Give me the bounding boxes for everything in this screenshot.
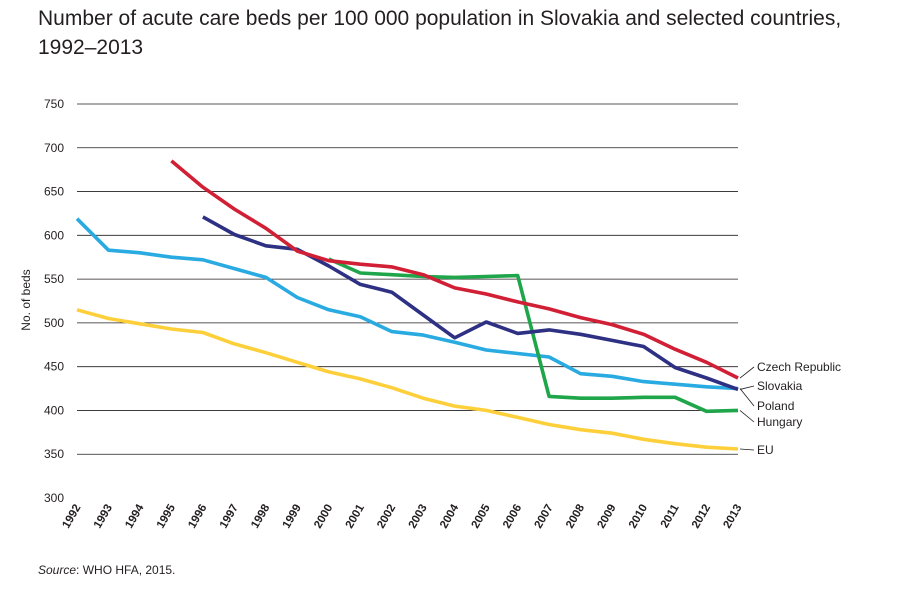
y-tick-label: 300 (44, 491, 64, 505)
series-label-eu: EU (757, 443, 774, 457)
x-tick-label: 1993 (92, 503, 115, 531)
x-axis-ticks: 1992 1993 1994 1995 1996 1997 1998 1999 2000 2001… (60, 502, 744, 531)
series-label-hungary: Hungary (757, 415, 802, 429)
y-tick-label: 600 (44, 228, 64, 242)
source-text: : WHO HFA, 2015. (76, 563, 176, 577)
x-tick-label: 2012 (690, 503, 713, 531)
y-tick-label: 700 (44, 141, 64, 155)
x-tick-label: 2006 (501, 503, 524, 531)
y-tick-label: 500 (44, 316, 64, 330)
x-tick-label: 2013 (721, 503, 744, 531)
x-tick-label: 2005 (470, 502, 493, 531)
series-label-slovakia: Slovakia (757, 379, 803, 393)
series-line-czech-republic (170, 159, 739, 380)
x-tick-label: 2011 (659, 502, 682, 530)
series-line-poland (75, 217, 739, 391)
y-axis-ticks: 300 350 400 450 500 550 600 650 700 750 (44, 97, 64, 505)
source-note: Source: WHO HFA, 2015. (38, 563, 175, 577)
y-tick-label: 750 (44, 97, 64, 111)
x-tick-label: 1992 (60, 503, 83, 531)
leader-line-eu (739, 448, 755, 451)
chart-title-line-2: 1992–2013 (38, 36, 144, 59)
x-tick-label: 1995 (155, 502, 178, 531)
x-tick-label: 1997 (218, 503, 241, 531)
x-tick-label: 1999 (281, 503, 304, 531)
y-tick-label: 450 (44, 360, 64, 374)
series-label-poland: Poland (757, 399, 794, 413)
x-tick-label: 1998 (249, 502, 272, 531)
x-tick-label: 1996 (186, 503, 209, 531)
x-tick-label: 2003 (407, 503, 430, 531)
x-tick-label: 2009 (596, 503, 619, 531)
series-labels: Czech Republic Slovakia Poland Hungary EU (739, 360, 841, 457)
source-label: Source (38, 563, 77, 577)
series-label-czech-republic: Czech Republic (757, 360, 841, 374)
gridlines (77, 103, 738, 455)
x-tick-label: 1994 (123, 502, 146, 531)
y-tick-label: 650 (44, 185, 64, 199)
y-tick-label: 350 (44, 447, 64, 461)
x-tick-label: 2000 (312, 503, 335, 531)
leader-line-poland (739, 388, 755, 407)
x-tick-label: 2002 (375, 503, 398, 531)
y-tick-label: 400 (44, 403, 64, 417)
x-tick-label: 2008 (564, 502, 587, 531)
y-axis-label: No. of beds (19, 269, 33, 330)
x-tick-label: 2010 (627, 503, 650, 531)
x-tick-label: 2004 (438, 502, 461, 531)
leader-line-hungary (739, 410, 755, 423)
leader-line-slovakia (739, 385, 755, 390)
series-line-hungary (328, 257, 739, 414)
chart-title-line-1: Number of acute care beds per 100 000 po… (38, 7, 842, 30)
series-lines (75, 159, 739, 451)
series-line-eu (76, 308, 739, 451)
chart-title: Number of acute care beds per 100 000 po… (38, 4, 878, 62)
leader-line-czech-republic (739, 366, 755, 379)
y-tick-label: 550 (44, 272, 64, 286)
x-tick-label: 2007 (533, 503, 556, 531)
x-tick-label: 2001 (344, 502, 367, 531)
